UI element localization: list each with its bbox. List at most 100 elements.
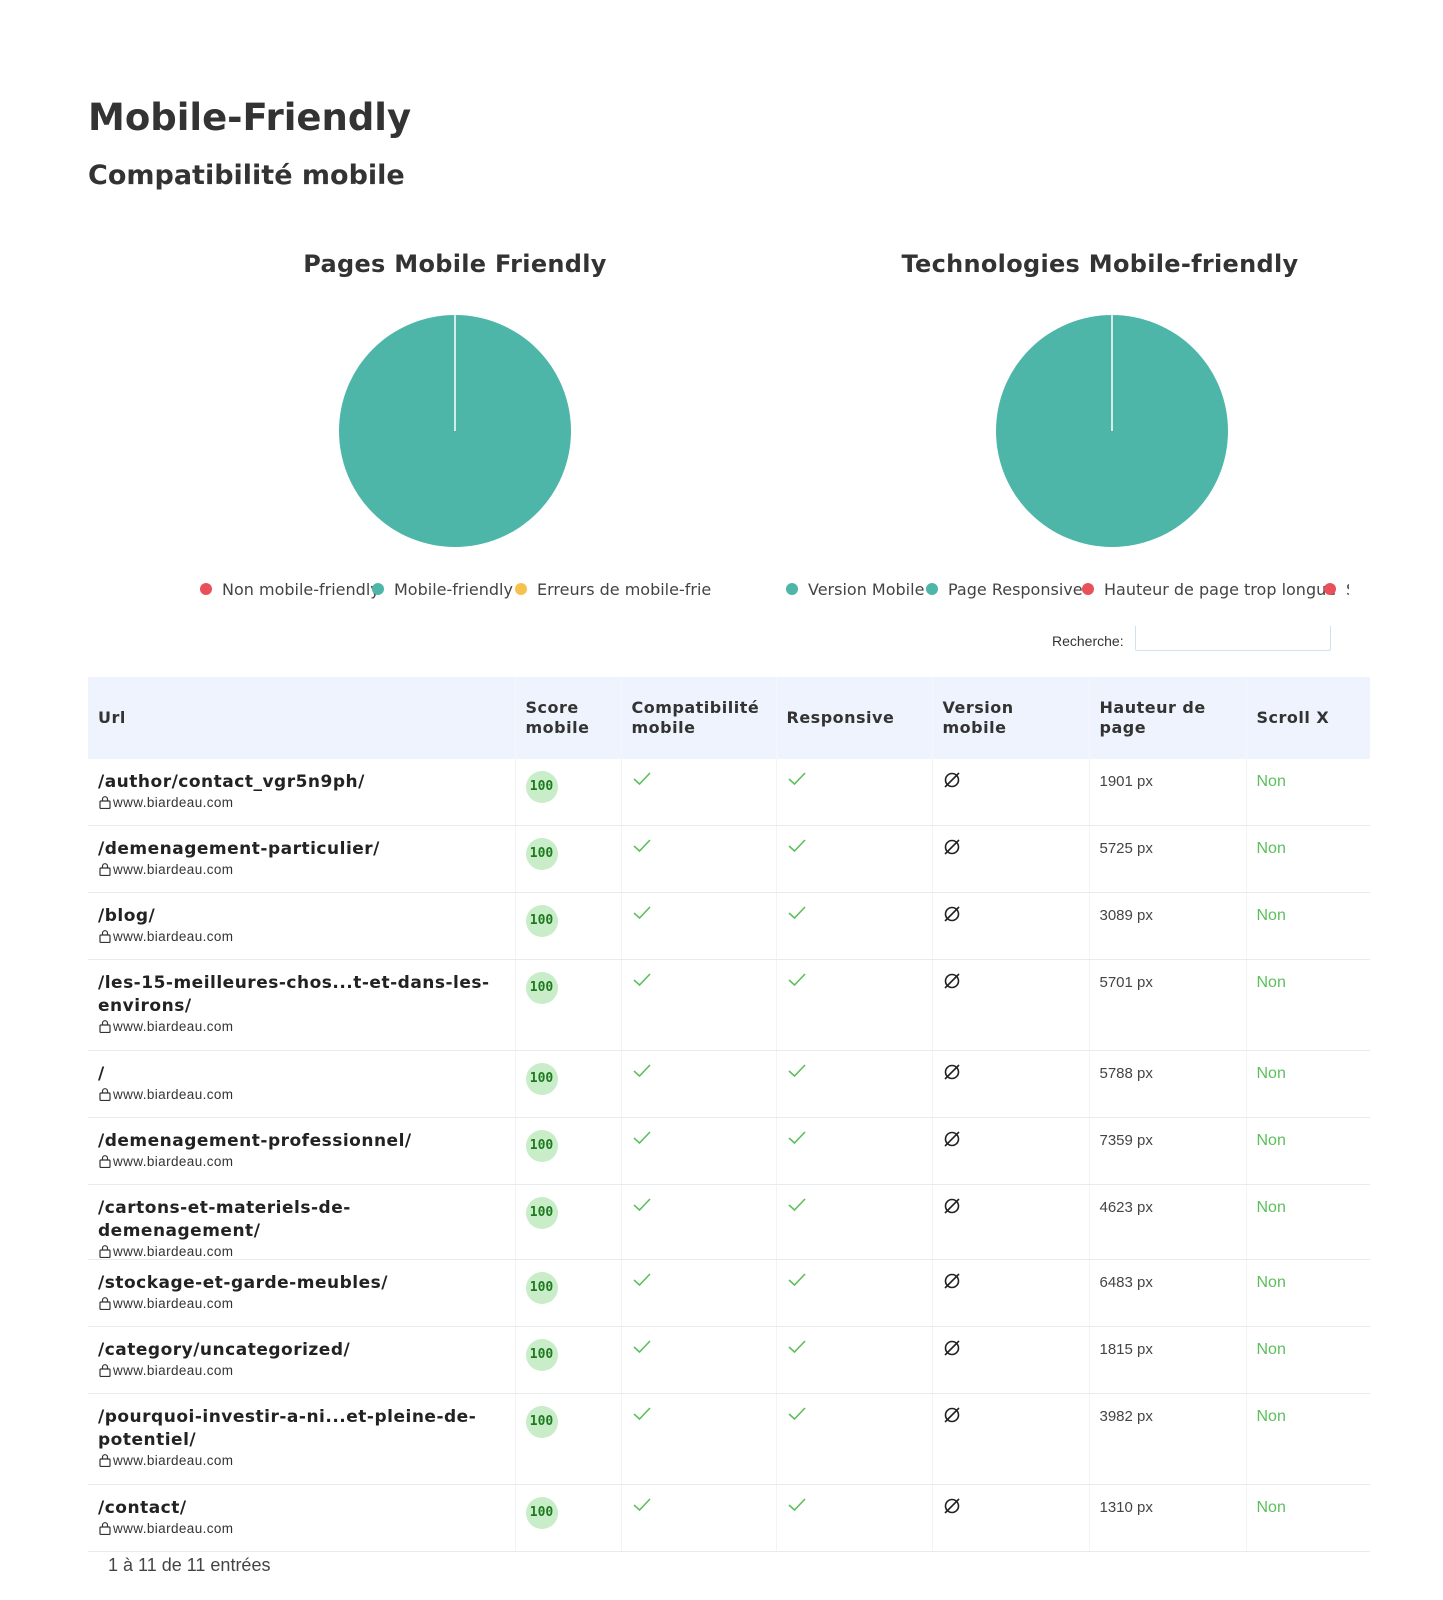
check-icon: [632, 973, 651, 987]
check-icon: [787, 1064, 806, 1078]
column-header-height[interactable]: Hauteur de page: [1088, 677, 1246, 759]
table-row[interactable]: /demenagement-particulier/www.biardeau.c…: [88, 825, 1370, 893]
column-header-compat[interactable]: Compatibilité mobile: [620, 677, 776, 759]
cell-responsive: [775, 759, 932, 826]
search-input[interactable]: [1135, 625, 1331, 651]
cell-version: [931, 1326, 1089, 1394]
lock-icon: [99, 1297, 111, 1310]
table-row[interactable]: /blog/www.biardeau.com 100 3089 px Non: [88, 892, 1370, 960]
url-link[interactable]: /pourquoi-investir-a-ni...et-pleine-de-p…: [98, 1407, 477, 1450]
url-host: www.biardeau.com: [98, 1019, 505, 1034]
pie-chart-technologies[interactable]: [996, 315, 1228, 547]
cell-compat: [620, 1184, 776, 1260]
url-link[interactable]: /cartons-et-materiels-de-demenagement/: [98, 1198, 351, 1241]
cell-compat: [620, 1484, 776, 1552]
table-row[interactable]: / www.biardeau.com 100 5788 px Non: [88, 1050, 1370, 1118]
empty-set-icon: [943, 839, 960, 855]
legend-technologies-item[interactable]: Page Responsive: [926, 580, 1083, 599]
url-link[interactable]: /stockage-et-garde-meubles/: [98, 1273, 388, 1293]
legend-pages-item[interactable]: Erreurs de mobile-frie: [515, 580, 711, 599]
cell-scroll: Non: [1245, 825, 1370, 893]
pie-chart-pages[interactable]: [339, 315, 571, 547]
check-icon: [787, 1498, 806, 1512]
table-row[interactable]: /cartons-et-materiels-de-demenagement/ww…: [88, 1184, 1370, 1260]
scroll-x-value: Non: [1256, 840, 1286, 857]
url-link[interactable]: /blog/: [98, 906, 156, 926]
table-row[interactable]: /pourquoi-investir-a-ni...et-pleine-de-p…: [88, 1393, 1370, 1485]
cell-score: 100: [514, 1259, 621, 1327]
column-header-version[interactable]: Version mobile: [931, 677, 1089, 759]
url-link[interactable]: /category/uncategorized/: [98, 1340, 351, 1360]
url-host: www.biardeau.com: [98, 929, 505, 944]
score-badge: 100: [525, 1272, 558, 1304]
table-row[interactable]: /demenagement-professionnel/www.biardeau…: [88, 1117, 1370, 1185]
url-host-text: www.biardeau.com: [113, 1244, 234, 1259]
table-row[interactable]: /category/uncategorized/www.biardeau.com…: [88, 1326, 1370, 1394]
check-icon: [632, 1273, 651, 1287]
scroll-x-value: Non: [1256, 1499, 1286, 1516]
cell-height: 5701 px: [1088, 959, 1246, 1051]
legend-technologies-item[interactable]: Hauteur de page trop longue: [1082, 580, 1336, 599]
cell-height: 1310 px: [1088, 1484, 1246, 1552]
lock-icon: [99, 1245, 111, 1258]
cell-version: [931, 959, 1089, 1051]
cell-compat: [620, 825, 776, 893]
cell-scroll: Non: [1245, 1117, 1370, 1185]
check-icon: [632, 1407, 651, 1421]
cell-height: 6483 px: [1088, 1259, 1246, 1327]
score-badge: 100: [525, 1197, 558, 1229]
legend-dot-icon: [1082, 582, 1094, 595]
table-row[interactable]: /les-15-meilleures-chos...t-et-dans-les-…: [88, 959, 1370, 1051]
column-header-responsive[interactable]: Responsive: [775, 677, 932, 759]
url-link[interactable]: /demenagement-particulier/: [98, 839, 380, 859]
lock-icon: [99, 863, 111, 876]
url-host-text: www.biardeau.com: [113, 1087, 234, 1102]
cell-height: 3982 px: [1088, 1393, 1246, 1485]
cell-scroll: Non: [1245, 1050, 1370, 1118]
cell-score: 100: [514, 1393, 621, 1485]
url-link[interactable]: /author/contact_vgr5n9ph/: [98, 772, 365, 792]
column-header-url[interactable]: Url: [88, 677, 515, 759]
legend-technologies-item[interactable]: S: [1324, 580, 1349, 599]
check-icon: [787, 1198, 806, 1212]
empty-set-icon: [943, 1273, 960, 1289]
check-icon: [787, 973, 806, 987]
legend-pages-item[interactable]: Non mobile-friendly: [200, 580, 380, 599]
check-icon: [632, 1340, 651, 1354]
legend-pages-label: Erreurs de mobile-frie: [537, 580, 712, 599]
empty-set-icon: [943, 1131, 960, 1147]
table-row[interactable]: /author/contact_vgr5n9ph/www.biardeau.co…: [88, 759, 1370, 826]
cell-version: [931, 1050, 1089, 1118]
entries-info: 1 à 11 de 11 entrées: [108, 1555, 271, 1575]
cell-compat: [620, 1050, 776, 1118]
cell-responsive: [775, 1259, 932, 1327]
url-link[interactable]: /: [98, 1064, 105, 1084]
lock-icon: [99, 930, 111, 943]
cell-score: 100: [514, 1117, 621, 1185]
cell-compat: [620, 1326, 776, 1394]
column-header-scroll[interactable]: Scroll X: [1245, 677, 1370, 759]
table-row[interactable]: /stockage-et-garde-meubles/www.biardeau.…: [88, 1259, 1370, 1327]
url-link[interactable]: /demenagement-professionnel/: [98, 1131, 412, 1151]
cell-responsive: [775, 1184, 932, 1260]
legend-technologies-item[interactable]: Version Mobile: [786, 580, 924, 599]
scroll-x-value: Non: [1256, 1341, 1286, 1358]
url-host: www.biardeau.com: [98, 862, 505, 877]
url-link[interactable]: /contact/: [98, 1498, 187, 1518]
url-host-text: www.biardeau.com: [113, 1521, 234, 1536]
cell-url: /cartons-et-materiels-de-demenagement/ww…: [88, 1184, 515, 1260]
url-link[interactable]: /les-15-meilleures-chos...t-et-dans-les-…: [98, 973, 490, 1016]
column-header-score[interactable]: Score mobile: [514, 677, 621, 759]
cell-height: 5725 px: [1088, 825, 1246, 893]
scroll-x-value: Non: [1256, 1274, 1286, 1291]
empty-set-icon: [943, 1064, 960, 1080]
lock-icon: [99, 1020, 111, 1033]
page-height-value: 1815 px: [1099, 1341, 1153, 1358]
cell-url: /blog/www.biardeau.com: [88, 892, 515, 960]
table-row[interactable]: /contact/www.biardeau.com 100 1310 px Non: [88, 1484, 1370, 1552]
page-height-value: 5725 px: [1099, 840, 1153, 857]
cell-url: /demenagement-particulier/www.biardeau.c…: [88, 825, 515, 893]
legend-pages-item[interactable]: Mobile-friendly: [372, 580, 513, 599]
check-icon: [632, 1131, 651, 1145]
url-host: www.biardeau.com: [98, 1154, 505, 1169]
